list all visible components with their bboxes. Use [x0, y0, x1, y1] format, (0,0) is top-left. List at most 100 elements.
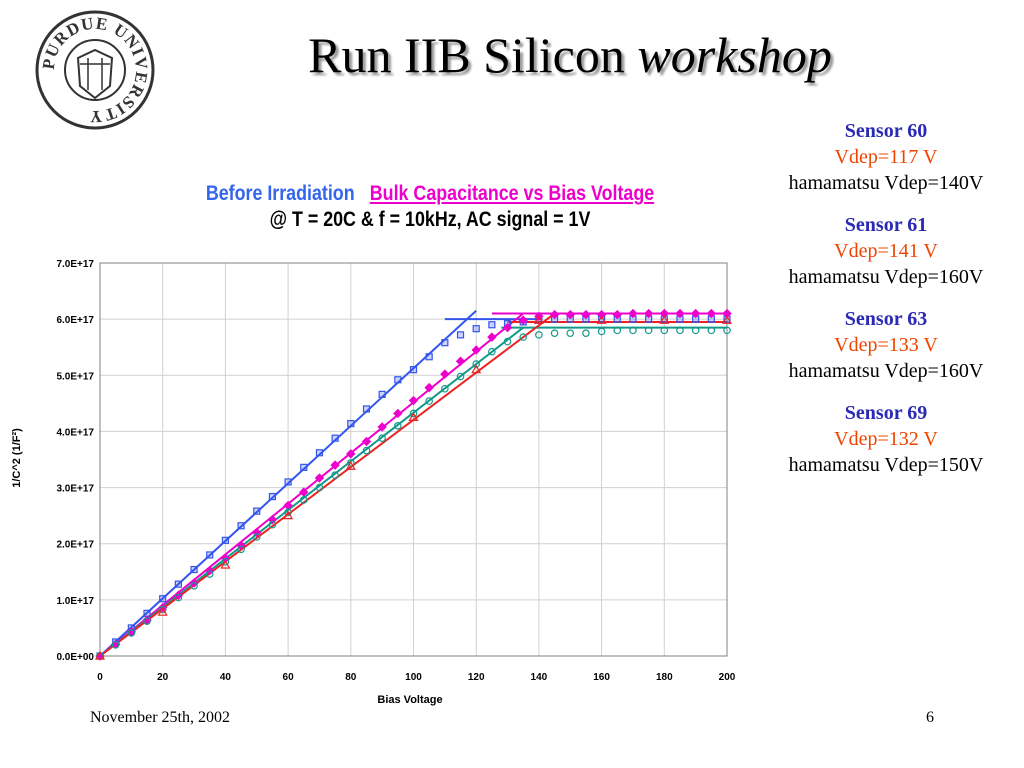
y-tick-label: 6.0E+17 [56, 315, 94, 326]
x-tick-label: 20 [157, 672, 169, 683]
data-point-triangle [345, 461, 356, 470]
data-point-diamond [173, 590, 184, 601]
fit-line [99, 326, 524, 657]
data-point-square [174, 580, 182, 588]
sensor-list: Sensor 60 Vdep=117 V hamamatsu Vdep=140V… [748, 118, 1024, 494]
x-tick-label: 80 [345, 672, 357, 683]
data-point-square [394, 376, 402, 384]
data-point-square [237, 522, 245, 530]
data-point-circle [629, 326, 637, 335]
data-point-diamond [502, 322, 513, 333]
data-point-diamond [706, 308, 717, 319]
data-point-diamond [643, 308, 654, 319]
data-point-triangle [220, 559, 231, 569]
plot-area [99, 262, 728, 657]
data-point-square [221, 536, 229, 544]
data-point-circle [362, 446, 371, 455]
y-axis-label: 1/C^2 (1/F²) [11, 428, 23, 488]
x-axis-label: Bias Voltage [377, 694, 442, 706]
data-point-square [268, 492, 277, 501]
data-point-circle [597, 327, 606, 336]
sensor-vdep: Vdep=141 V [834, 240, 938, 262]
data-point-diamond [236, 540, 246, 551]
data-point-circle [252, 533, 261, 541]
y-tick-label: 2.0E+17 [56, 540, 94, 551]
data-point-square [159, 595, 167, 603]
data-point-circle [299, 496, 308, 504]
sensor-hamamatsu-vdep: hamamatsu Vdep=160V [788, 266, 984, 288]
sensor-name: Sensor 61 [844, 214, 928, 236]
data-point-triangle [721, 315, 733, 324]
data-point-circle [519, 333, 528, 341]
sensor-entry-61: Sensor 61 Vdep=141 V hamamatsu Vdep=160V [748, 212, 1024, 290]
data-point-circle [456, 372, 465, 381]
data-point-circle [127, 629, 136, 637]
data-point-square [472, 325, 480, 333]
data-point-diamond [346, 449, 356, 459]
data-point-diamond [659, 308, 670, 319]
data-point-circle [143, 617, 151, 625]
data-point-square [409, 366, 418, 374]
sensor-hamamatsu-vdep: hamamatsu Vdep=140V [788, 172, 984, 194]
data-point-diamond [299, 487, 309, 497]
data-point-circle [394, 422, 402, 430]
data-point-square [347, 419, 355, 428]
sensor-vdep: Vdep=117 V [834, 146, 938, 168]
data-point-diamond [596, 309, 607, 320]
data-point-circle [331, 471, 339, 480]
data-point-diamond [581, 309, 591, 320]
sensor-entry-63: Sensor 63 Vdep=133 V hamamatsu Vdep=160V [748, 306, 1024, 384]
data-point-square [190, 565, 198, 574]
data-point-circle [550, 329, 559, 337]
data-point-square [206, 551, 214, 559]
y-tick-label: 0.0E+00 [56, 652, 94, 663]
x-tick-label: 120 [468, 672, 485, 683]
x-tick-label: 40 [220, 672, 232, 683]
data-point-diamond [722, 308, 732, 319]
data-point-triangle [94, 650, 106, 660]
data-point-diamond [440, 369, 450, 379]
data-point-triangle [471, 364, 482, 374]
data-point-diamond [424, 382, 434, 393]
data-markers [94, 308, 733, 661]
capacitance-chart: 0.0E+00 1.0E+17 2.0E+17 3.0E+17 4.0E+17 5.0E+… [11, 259, 736, 706]
data-point-circle [315, 483, 324, 492]
data-point-square [300, 463, 308, 471]
data-point-circle [190, 582, 198, 590]
data-point-circle [660, 326, 669, 335]
x-tick-label: 160 [593, 672, 610, 683]
data-point-triangle [408, 412, 419, 421]
data-point-circle [613, 326, 622, 335]
data-point-circle [676, 326, 684, 335]
data-point-square [378, 390, 386, 398]
before-irradiation-label: Before Irradiation [205, 182, 355, 205]
data-point-triangle [659, 315, 670, 324]
data-point-circle [472, 360, 481, 368]
y-tick-label: 7.0E+17 [56, 259, 94, 270]
data-point-circle [488, 347, 496, 356]
data-point-triangle [283, 510, 294, 520]
fit-line [99, 312, 524, 657]
data-point-circle [174, 593, 183, 602]
data-point-circle [221, 557, 230, 566]
data-point-diamond [377, 422, 387, 432]
sensor-hamamatsu-vdep: hamamatsu Vdep=160V [788, 360, 984, 382]
bulk-capacitance-label: Bulk Capacitance vs Bias Voltage [369, 182, 655, 205]
data-point-circle [158, 605, 167, 614]
data-point-diamond [252, 527, 262, 538]
x-tick-label: 0 [97, 672, 103, 683]
data-point-circle [346, 459, 355, 467]
footer-date: November 25th, 2002 [90, 709, 230, 726]
data-point-circle [441, 384, 449, 393]
data-point-triangle [157, 606, 168, 616]
data-point-diamond [330, 460, 340, 470]
data-point-square [315, 449, 324, 457]
data-point-square [253, 507, 261, 515]
data-point-diamond [487, 332, 497, 342]
data-point-circle [644, 326, 653, 335]
sensor-vdep: Vdep=132 V [834, 428, 938, 450]
y-tick-label: 4.0E+17 [56, 427, 94, 438]
data-point-diamond [314, 473, 325, 483]
data-point-square [331, 434, 339, 442]
university-seal-logo: PURDUE UNIVERSITY [35, 10, 155, 130]
